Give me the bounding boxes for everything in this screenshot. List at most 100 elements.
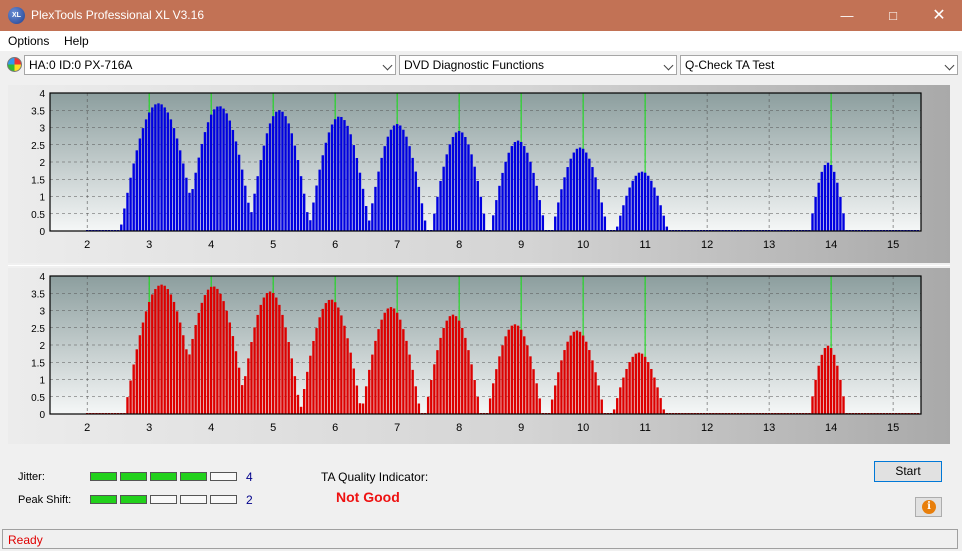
data-bar: [653, 187, 656, 231]
data-bar: [600, 202, 603, 231]
data-bar: [349, 134, 352, 231]
data-bar: [504, 336, 507, 414]
y-tick-label: 2: [39, 158, 45, 169]
data-bar: [826, 162, 830, 231]
data-bar: [278, 304, 281, 414]
data-bar: [290, 133, 293, 231]
data-bar: [650, 180, 653, 231]
data-bar: [302, 193, 306, 231]
data-bar: [299, 176, 303, 231]
data-bar: [640, 171, 644, 231]
meter-segment: [120, 495, 147, 504]
data-bar: [216, 106, 219, 231]
data-bar: [842, 396, 845, 414]
data-bar: [312, 340, 315, 414]
data-bar: [256, 176, 259, 231]
data-bar: [120, 224, 123, 231]
data-bar: [275, 111, 278, 231]
data-bar: [566, 341, 569, 414]
chevron-down-icon: [944, 60, 955, 71]
info-button[interactable]: i: [915, 497, 942, 517]
data-bar: [588, 350, 591, 414]
menu-options[interactable]: Options: [8, 34, 50, 48]
menu-help[interactable]: Help: [64, 34, 89, 48]
data-bar: [225, 113, 228, 231]
data-bar: [244, 376, 247, 414]
x-tick-label: 3: [146, 422, 152, 434]
data-bar: [445, 320, 448, 414]
data-bar: [333, 302, 337, 414]
data-bar: [820, 354, 824, 414]
data-bar: [147, 301, 151, 414]
data-bar: [275, 297, 278, 414]
meter-segment: [150, 472, 177, 481]
y-tick-label: 4: [39, 89, 45, 100]
data-bar: [234, 141, 238, 231]
data-bar: [330, 124, 334, 231]
drive-select[interactable]: HA:0 ID:0 PX-716A: [24, 55, 396, 75]
test-select-value: Q-Check TA Test: [685, 58, 775, 72]
data-bar: [535, 185, 538, 231]
data-bar: [135, 349, 138, 414]
data-bar: [213, 286, 216, 414]
data-bar: [467, 144, 470, 231]
data-bar: [340, 116, 343, 231]
x-tick-label: 7: [394, 422, 400, 434]
x-tick-label: 7: [394, 239, 400, 251]
data-bar: [814, 196, 817, 231]
data-bar: [306, 212, 309, 231]
function-select[interactable]: DVD Diagnostic Functions: [399, 55, 677, 75]
data-bar: [563, 350, 566, 414]
data-bar: [262, 297, 266, 414]
data-bar: [178, 150, 182, 231]
data-bar: [374, 340, 377, 414]
y-tick-label: 2.5: [31, 141, 45, 152]
data-bar: [383, 146, 386, 231]
x-tick-label: 4: [208, 239, 214, 251]
test-select[interactable]: Q-Check TA Test: [680, 55, 958, 75]
data-bar: [228, 120, 231, 231]
data-bar: [622, 377, 625, 414]
data-bar: [126, 192, 129, 231]
maximize-icon[interactable]: □: [889, 8, 897, 23]
data-bar: [442, 166, 445, 231]
data-bar: [337, 307, 340, 414]
data-bar: [591, 360, 594, 414]
peak-shift-value: 2: [246, 493, 253, 507]
data-bar: [839, 379, 842, 414]
x-tick-label: 10: [577, 422, 589, 434]
data-bar: [842, 213, 845, 231]
x-tick-label: 8: [456, 422, 462, 434]
data-bar: [144, 311, 148, 414]
data-bar: [631, 180, 634, 231]
data-bar: [256, 314, 259, 414]
ta-quality-label: TA Quality Indicator:: [321, 470, 429, 484]
data-bar: [318, 169, 321, 231]
data-bar: [175, 138, 179, 231]
data-bar: [188, 192, 191, 231]
data-bar: [817, 365, 820, 414]
title-bar: XL PlexTools Professional XL V3.16 — □ ✕: [0, 0, 962, 31]
data-bar: [550, 399, 554, 414]
data-bar: [395, 124, 399, 231]
data-bar: [436, 350, 439, 414]
data-bar: [402, 329, 405, 414]
minimize-icon[interactable]: —: [840, 8, 854, 23]
data-bar: [597, 385, 600, 414]
start-button[interactable]: Start: [874, 461, 942, 482]
x-tick-label: 14: [825, 422, 837, 434]
data-bar: [302, 389, 306, 414]
data-bar: [616, 226, 619, 231]
data-bar: [532, 369, 535, 414]
data-bar: [327, 299, 331, 414]
data-bar: [206, 122, 210, 231]
y-tick-label: 0.5: [31, 393, 45, 404]
data-bar: [523, 336, 526, 414]
data-bar: [371, 203, 374, 231]
data-bar: [135, 150, 138, 231]
close-icon[interactable]: ✕: [932, 7, 946, 24]
data-bar: [507, 152, 510, 231]
data-bar: [643, 172, 647, 231]
data-bar: [309, 355, 312, 414]
meter-segment: [210, 472, 237, 481]
